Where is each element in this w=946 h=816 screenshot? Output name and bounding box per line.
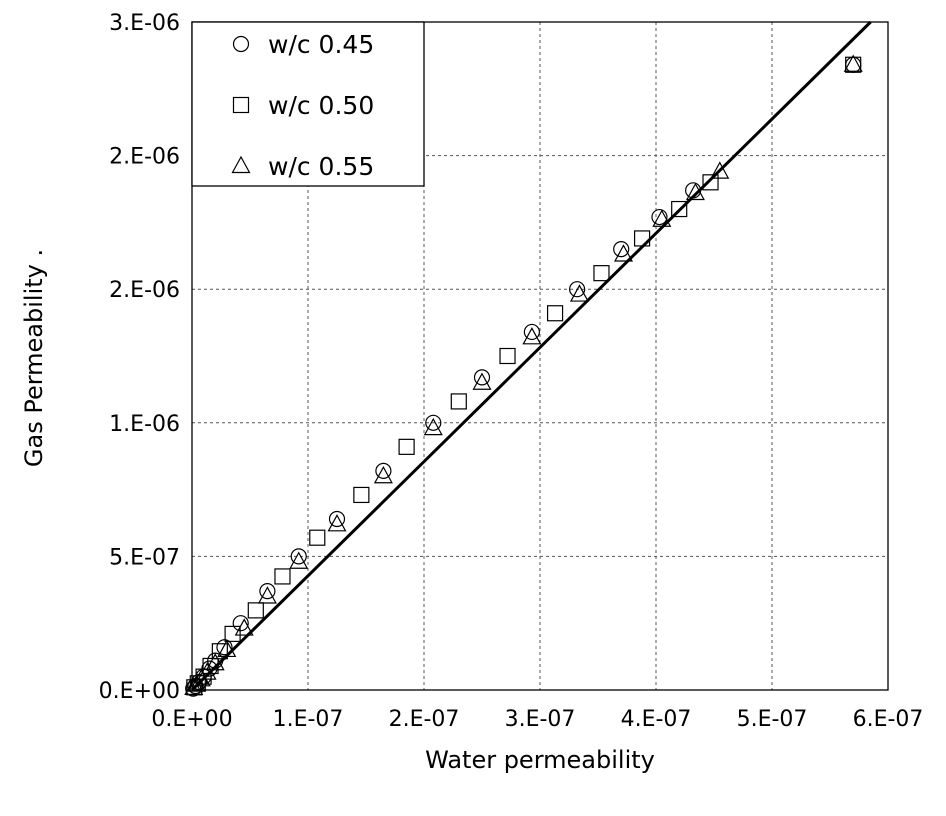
y-tick-label: 0.E+00	[99, 679, 180, 704]
triangle-point	[191, 669, 211, 687]
y-tick-label: 1.E-06	[109, 412, 180, 437]
legend-label: w/c 0.45	[268, 30, 374, 59]
square-point	[353, 486, 370, 504]
square-point	[499, 347, 516, 365]
y-tick-label: 5.E-07	[109, 545, 180, 570]
legend-label: w/c 0.55	[268, 152, 374, 181]
y-tick-label: 2.E-06	[109, 145, 180, 170]
circle-point	[259, 583, 276, 600]
legend-circle-icon	[232, 35, 250, 53]
triangle-point	[257, 586, 277, 604]
square-point	[702, 174, 719, 191]
x-tick-label: 0.E+00	[151, 707, 232, 732]
fit-line-layer	[190, 20, 872, 692]
triangle-point	[652, 209, 672, 227]
circle-point	[523, 323, 540, 341]
x-axis-label: Water permeability	[425, 746, 655, 774]
square-point	[546, 305, 564, 322]
legend-triangle-icon	[231, 155, 251, 174]
triangle-point	[289, 551, 309, 569]
square-point	[247, 602, 264, 619]
x-tick-labels: 0.E+00 1.E-07 2.E-07 3.E-07 4.E-07 5.E-07 6.E-…	[151, 707, 923, 732]
x-tick-label: 1.E-07	[273, 707, 344, 732]
circle-point	[290, 548, 307, 565]
triangle-point	[327, 514, 347, 532]
legend-item: w/c 0.55	[231, 152, 374, 181]
circle-point	[651, 208, 668, 226]
square-point	[202, 657, 219, 675]
legend-item: w/c 0.45	[232, 30, 374, 59]
legend-label: w/c 0.50	[268, 91, 374, 120]
triangle-point	[843, 54, 863, 72]
plot-frame	[191, 21, 889, 691]
square-point	[593, 265, 610, 282]
circle-point	[216, 639, 233, 656]
triangle-point	[685, 182, 705, 201]
x-tick-label: 6.E-07	[853, 707, 924, 732]
series-triangle	[184, 54, 863, 695]
triangle-point	[234, 618, 254, 636]
square-point	[450, 393, 467, 410]
y-tick-label: 3.E-06	[109, 11, 180, 36]
square-point	[671, 200, 688, 218]
x-tick-label: 4.E-07	[621, 707, 692, 732]
triangle-point	[522, 327, 542, 345]
y-tick-label: 2.E-06	[109, 278, 180, 303]
x-tick-label: 2.E-07	[389, 707, 460, 732]
circle-point	[232, 615, 249, 632]
triangle-point	[423, 417, 443, 436]
square-point	[398, 438, 415, 455]
square-point	[633, 230, 651, 247]
legend-box	[191, 21, 425, 187]
triangle-point	[569, 284, 589, 302]
square-point	[845, 56, 862, 73]
triangle-point	[472, 372, 492, 390]
triangle-point	[373, 465, 393, 484]
circle-point	[375, 462, 392, 479]
x-tick-label: 5.E-07	[737, 707, 808, 732]
fit-line	[190, 20, 872, 692]
square-point	[309, 529, 326, 546]
y-tick-labels: 0.E+00 5.E-07 1.E-06 2.E-06 2.E-06 3.E-06	[99, 11, 180, 704]
legend: w/c 0.45 w/c 0.50 w/c 0.55	[191, 21, 425, 187]
legend-square-icon	[232, 96, 250, 114]
triangle-point	[710, 161, 730, 179]
circle-point	[685, 182, 702, 199]
data-points-layer	[184, 54, 863, 697]
series-square	[186, 56, 862, 696]
square-point	[274, 568, 291, 585]
triangle-point	[217, 639, 237, 658]
triangle-point	[184, 677, 204, 695]
circle-point	[569, 281, 586, 298]
y-axis-label: Gas Permeability .	[20, 249, 48, 467]
square-point	[211, 643, 228, 660]
triangle-point	[197, 662, 217, 680]
circle-point	[613, 241, 630, 258]
square-point	[224, 625, 241, 642]
legend-item: w/c 0.50	[232, 91, 374, 120]
circle-point	[425, 414, 442, 431]
x-tick-label: 3.E-07	[505, 707, 576, 732]
circle-point	[328, 510, 346, 528]
triangle-point	[205, 653, 225, 671]
triangle-point	[614, 244, 634, 262]
circle-point	[473, 369, 491, 386]
